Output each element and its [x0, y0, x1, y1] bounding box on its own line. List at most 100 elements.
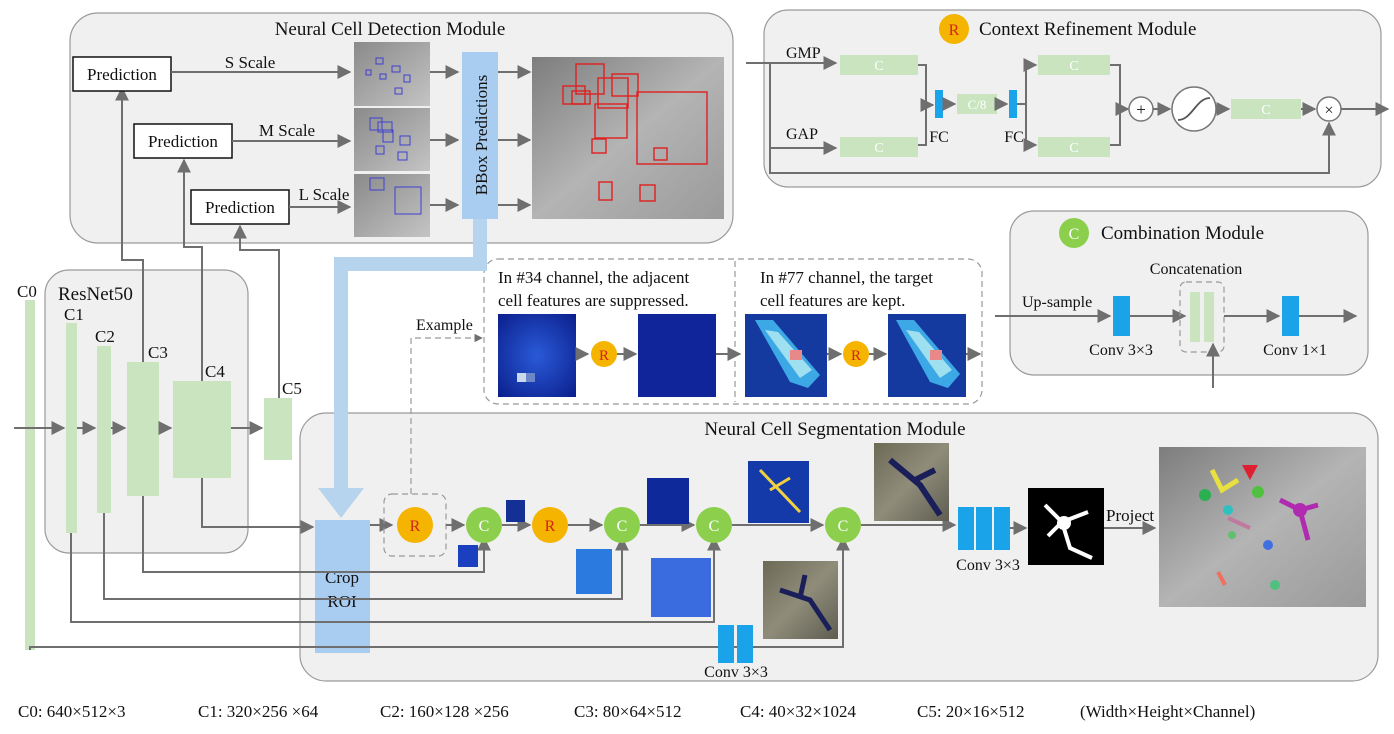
conv11-label: Conv 1×1: [1263, 342, 1327, 359]
example-left-line1: In #34 channel, the adjacent: [498, 268, 689, 287]
m-scale-image: [354, 108, 430, 171]
seg-conv33-bottom-label: Conv 3×3: [704, 664, 768, 681]
context-module-title: Context Refinement Module: [979, 19, 1196, 40]
footer-c3: C3: 80×64×512: [574, 702, 682, 721]
context-c-top: [840, 55, 918, 75]
c3-feature-bar: [127, 362, 159, 496]
feature-thumb-3: [576, 549, 612, 594]
seg-conv33-label: Conv 3×3: [956, 557, 1020, 574]
conv11-layer: [1282, 296, 1299, 336]
prediction-box-s[interactable]: Prediction: [72, 56, 172, 92]
svg-text:×: ×: [1324, 102, 1333, 119]
roi-label: ROI: [327, 592, 357, 611]
c4-label: C4: [205, 362, 225, 381]
fc-2-layer: [1009, 90, 1017, 118]
conv33-label: Conv 3×3: [1089, 342, 1153, 359]
segmentation-module-title: Neural Cell Segmentation Module: [704, 419, 965, 440]
combination-diagram: Concatenation Up-sample Conv 3×3 Conv 1×…: [995, 261, 1358, 388]
c0-label: C0: [17, 282, 37, 301]
c0-feature-bar: [25, 300, 35, 650]
context-badge-letter: R: [949, 22, 960, 39]
feature-thumb-6: [748, 461, 809, 523]
svg-text:+: +: [1136, 100, 1146, 119]
concatenation-label: Concatenation: [1150, 261, 1242, 278]
detection-output-image: [532, 57, 724, 219]
resnet-title: ResNet50: [58, 284, 133, 305]
c3-label: C3: [148, 343, 168, 362]
seg-conv33-stack: Conv 3×3: [956, 507, 1020, 574]
context-c-bottom: [840, 137, 918, 157]
example-r-icon-1: [591, 341, 617, 367]
fc-1-label: FC: [929, 129, 949, 146]
seg-c-icon-4: [825, 507, 861, 543]
c5-feature-bar: [264, 398, 292, 460]
heatmap-77-before: [745, 314, 827, 397]
segmentation-mask-image: [1028, 488, 1104, 565]
l-scale-label: L Scale: [299, 185, 350, 204]
example-right-line2: cell features are kept.: [760, 291, 905, 310]
context-c-output: [1231, 99, 1301, 119]
final-output-image: [1159, 447, 1366, 607]
bbox-to-crop-arrow: [318, 219, 487, 518]
prediction-label-l: Prediction: [205, 198, 275, 217]
footer-legend: (Width×Height×Channel): [1080, 702, 1255, 721]
prediction-box-l[interactable]: Prediction: [190, 189, 290, 225]
context-c-top-2: [1038, 55, 1110, 75]
bbox-predictions-bar: BBox Predictions: [462, 52, 498, 219]
feature-thumb-4: [647, 478, 689, 524]
svg-text:C: C: [874, 59, 883, 74]
svg-text:C: C: [1069, 141, 1078, 156]
svg-text:C: C: [479, 518, 490, 535]
feature-thumb-5: [651, 558, 711, 617]
footer-c5: C5: 20×16×512: [917, 702, 1025, 721]
heatmap-77-after: [888, 314, 966, 397]
s-scale-image: [354, 42, 430, 106]
svg-text:R: R: [851, 348, 861, 364]
svg-text:R: R: [545, 518, 556, 535]
c2-label: C2: [95, 327, 115, 346]
conv33-layer: [1113, 296, 1130, 336]
prediction-box-m[interactable]: Prediction: [133, 123, 233, 159]
c2-feature-bar: [97, 346, 111, 513]
seg-c-icon-1: [466, 507, 502, 543]
feature-thumb-2: [506, 500, 525, 522]
example-box: In #34 channel, the adjacent cell featur…: [483, 258, 983, 405]
feature-thumb-1: [458, 545, 478, 567]
combination-module-title: Combination Module: [1101, 223, 1264, 244]
svg-text:C: C: [1261, 103, 1270, 118]
svg-text:C: C: [617, 518, 628, 535]
detection-module-title: Neural Cell Detection Module: [275, 19, 506, 40]
crop-roi-block: Crop ROI: [315, 520, 370, 653]
combination-badge-icon: [1059, 218, 1089, 248]
seg-c-icon-3: [696, 507, 732, 543]
footer-c4: C4: 40×32×1024: [740, 702, 856, 721]
example-r-icon-2: [843, 341, 869, 367]
context-c8-layer: [957, 94, 997, 114]
fc-2-label: FC: [1004, 129, 1024, 146]
svg-text:C: C: [709, 518, 720, 535]
svg-text:R: R: [410, 518, 421, 535]
seg-conv33-bottom: Conv 3×3: [704, 625, 768, 681]
gmp-label: GMP: [786, 45, 821, 62]
resnet-stages: C0 C1 C2 C3 C4 C5: [17, 282, 302, 650]
c1-label: C1: [64, 305, 84, 324]
example-label: Example: [416, 317, 473, 334]
svg-text:C: C: [1069, 59, 1078, 74]
c4-feature-bar: [173, 381, 231, 478]
l-scale-image: [354, 174, 430, 237]
dimension-legend: C0: 640×512×3 C1: 320×256 ×64 C2: 160×12…: [18, 702, 1255, 721]
crop-label: Crop: [325, 568, 359, 587]
svg-text:R: R: [599, 348, 609, 364]
project-label: Project: [1106, 506, 1154, 525]
prediction-label-m: Prediction: [148, 132, 218, 151]
example-left-line2: cell features are suppressed.: [498, 291, 689, 310]
skip-connection-arrows: [29, 478, 850, 650]
footer-c2: C2: 160×128 ×256: [380, 702, 509, 721]
upsample-label: Up-sample: [1022, 294, 1092, 311]
m-scale-label: M Scale: [259, 121, 315, 140]
context-badge-icon: [939, 14, 969, 44]
svg-text:C: C: [874, 141, 883, 156]
c1-feature-bar: [66, 323, 77, 533]
combination-module-panel: [1009, 210, 1369, 376]
